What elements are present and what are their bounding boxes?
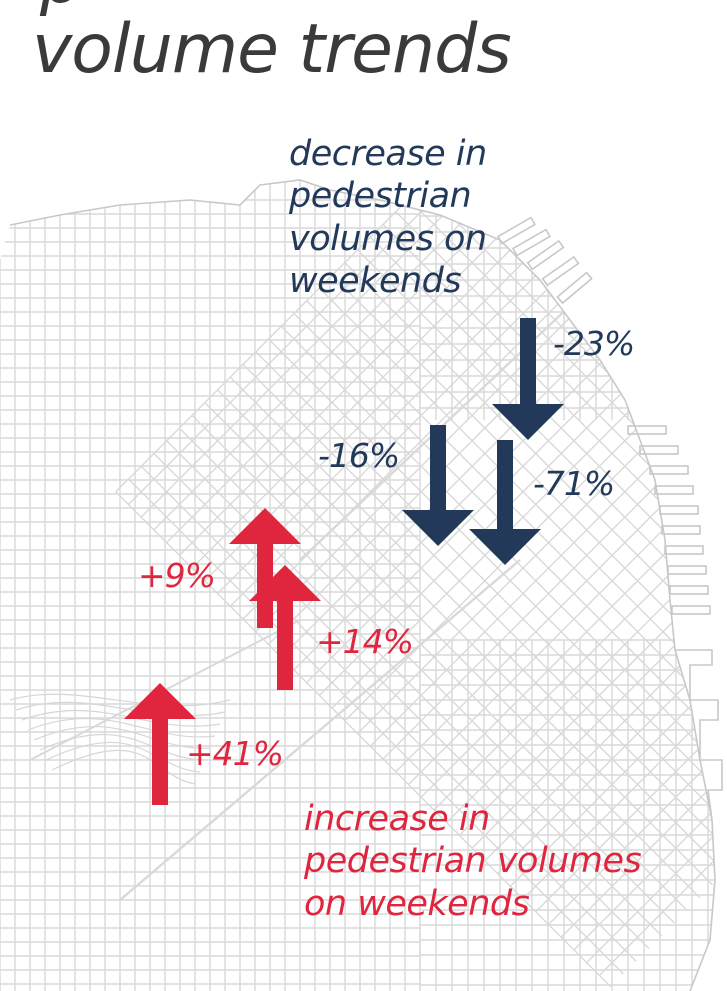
arrow-up-m4 [229, 508, 301, 628]
increase-caption: increase in pedestrian volumes on weeken… [304, 798, 642, 925]
decrease-caption-line: weekends [289, 261, 462, 302]
coastline [9, 179, 716, 991]
decrease-caption-line: volumes on [289, 218, 487, 259]
change-label-m6: +41% [186, 734, 284, 773]
page-title: volume trends [32, 10, 512, 89]
arrow-up-m6 [124, 683, 196, 805]
park-area [9, 693, 231, 785]
increase-caption-line: pedestrian volumes [304, 841, 642, 882]
change-label-m5: +14% [316, 622, 414, 661]
arrow-down-m2 [402, 425, 474, 546]
arrow-down-m1 [492, 318, 564, 440]
decrease-caption-line: decrease in [289, 134, 487, 174]
change-label-m1: -23% [553, 324, 635, 363]
increase-caption-line: on weekends [304, 883, 530, 924]
decrease-caption-line: pedestrian [289, 176, 472, 217]
change-label-m3: -71% [533, 464, 615, 503]
change-label-m4: +9% [138, 556, 216, 595]
trend-arrows [124, 318, 564, 805]
decrease-caption: decrease in pedestrian volumes on weeken… [289, 133, 487, 302]
title-fragment: p [0, 0, 727, 19]
increase-caption-line: increase in [304, 799, 490, 839]
arrow-down-m3 [469, 440, 541, 565]
piers [496, 216, 723, 821]
arrow-up-m5 [249, 565, 321, 690]
change-label-m2: -16% [318, 436, 400, 475]
